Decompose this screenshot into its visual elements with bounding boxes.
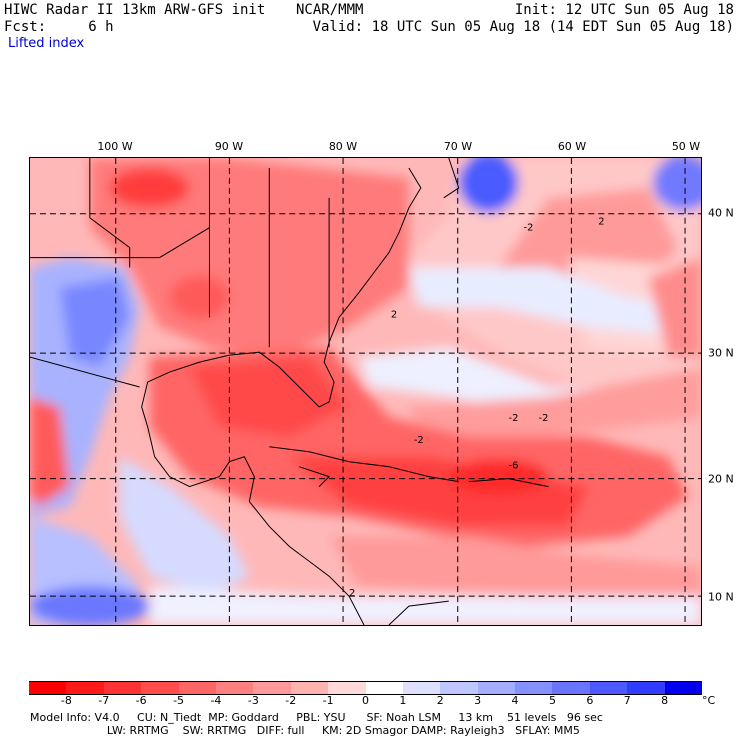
lat-label-30n: 30 N [708, 346, 734, 360]
contour-label-4: -2 [538, 413, 548, 424]
colorbar-swatch [215, 681, 254, 695]
colorbar-swatch [402, 681, 441, 695]
lon-label-60w: 60 W [557, 140, 587, 153]
colorbar-swatch [253, 681, 292, 695]
colorbar-swatch [328, 681, 366, 695]
colorbar-swatch [365, 681, 404, 695]
contour-label-5: -6 [509, 461, 519, 472]
valid-time: Valid: 18 UTC Sun 05 Aug 18 (14 EDT Sun … [312, 19, 734, 35]
colorbar-tick: 5 [548, 694, 556, 707]
colorbar-swatch [664, 681, 703, 695]
lifted-index-map: -2 -2 -2 -2 -6 2 2 2 [29, 157, 702, 626]
model-info-line1: Model Info: V4.0 CU: N_Tiedt MP: Goddard… [30, 711, 603, 724]
colorbar-swatch [29, 681, 67, 695]
contour-label-3: -2 [509, 413, 519, 424]
lon-label-100w: 100 W [97, 140, 133, 153]
colorbar-swatch [440, 681, 479, 695]
field-name: Lifted index [8, 36, 85, 51]
colorbar-swatch [103, 681, 142, 695]
colorbar-tick: 4 [511, 694, 519, 707]
lon-label-50w: 50 W [671, 140, 701, 153]
colorbar-swatch [178, 681, 217, 695]
model-info-line2: LW: RRTMG SW: RRTMG DIFF: full KM: 2D Sm… [30, 724, 580, 737]
colorbar-tick: -2 [285, 694, 297, 707]
colorbar-tick: -8 [60, 694, 72, 707]
colorbar-swatch [627, 681, 666, 695]
colorbar-unit: °C [702, 694, 716, 707]
source-label: NCAR/MMM [296, 2, 364, 18]
init-time: Init: 12 UTC Sun 05 Aug 18 [514, 2, 734, 18]
colorbar-swatch [515, 681, 553, 695]
colorbar-swatch [589, 681, 628, 695]
contour-label-1: -2 [524, 223, 534, 234]
contour-label-2: -2 [414, 435, 424, 446]
colorbar-tick: 8 [661, 694, 669, 707]
graticule [30, 158, 701, 625]
colorbar-tick: 1 [399, 694, 407, 707]
model-title: HIWC Radar II 13km ARW-GFS init [4, 2, 266, 18]
colorbar-tick: 7 [623, 694, 631, 707]
lon-label-90w: 90 W [214, 140, 244, 153]
colorbar-tick: 3 [474, 694, 482, 707]
lon-label-80w: 80 W [328, 140, 358, 153]
colorbar-tick: 0 [362, 694, 369, 707]
colorbar-tick: -6 [135, 694, 147, 707]
contour-label-6: 2 [598, 217, 604, 228]
colorbar-tick: -4 [210, 694, 222, 707]
colorbar-tick: 2 [436, 694, 444, 707]
colorbar-swatch [141, 681, 180, 695]
colorbar-tick: -3 [247, 694, 259, 707]
colorbar-tick: 6 [586, 694, 594, 707]
lat-label-20n: 20 N [708, 472, 734, 486]
colorbar-swatch [66, 681, 105, 695]
colorbar-swatch [552, 681, 591, 695]
forecast-hour: Fcst: 6 h [4, 19, 114, 35]
contour-label-7: 2 [391, 309, 397, 320]
colorbar-tick: -5 [173, 694, 185, 707]
lat-label-40n: 40 N [708, 206, 734, 220]
lon-label-70w: 70 W [443, 140, 473, 153]
contour-label-8: 2 [349, 588, 355, 599]
colorbar-tick: -1 [322, 694, 334, 707]
colorbar-tick: -7 [98, 694, 110, 707]
colorbar-swatch [477, 681, 516, 695]
colorbar-swatch [290, 681, 329, 695]
lat-label-10n: 10 N [708, 590, 734, 604]
